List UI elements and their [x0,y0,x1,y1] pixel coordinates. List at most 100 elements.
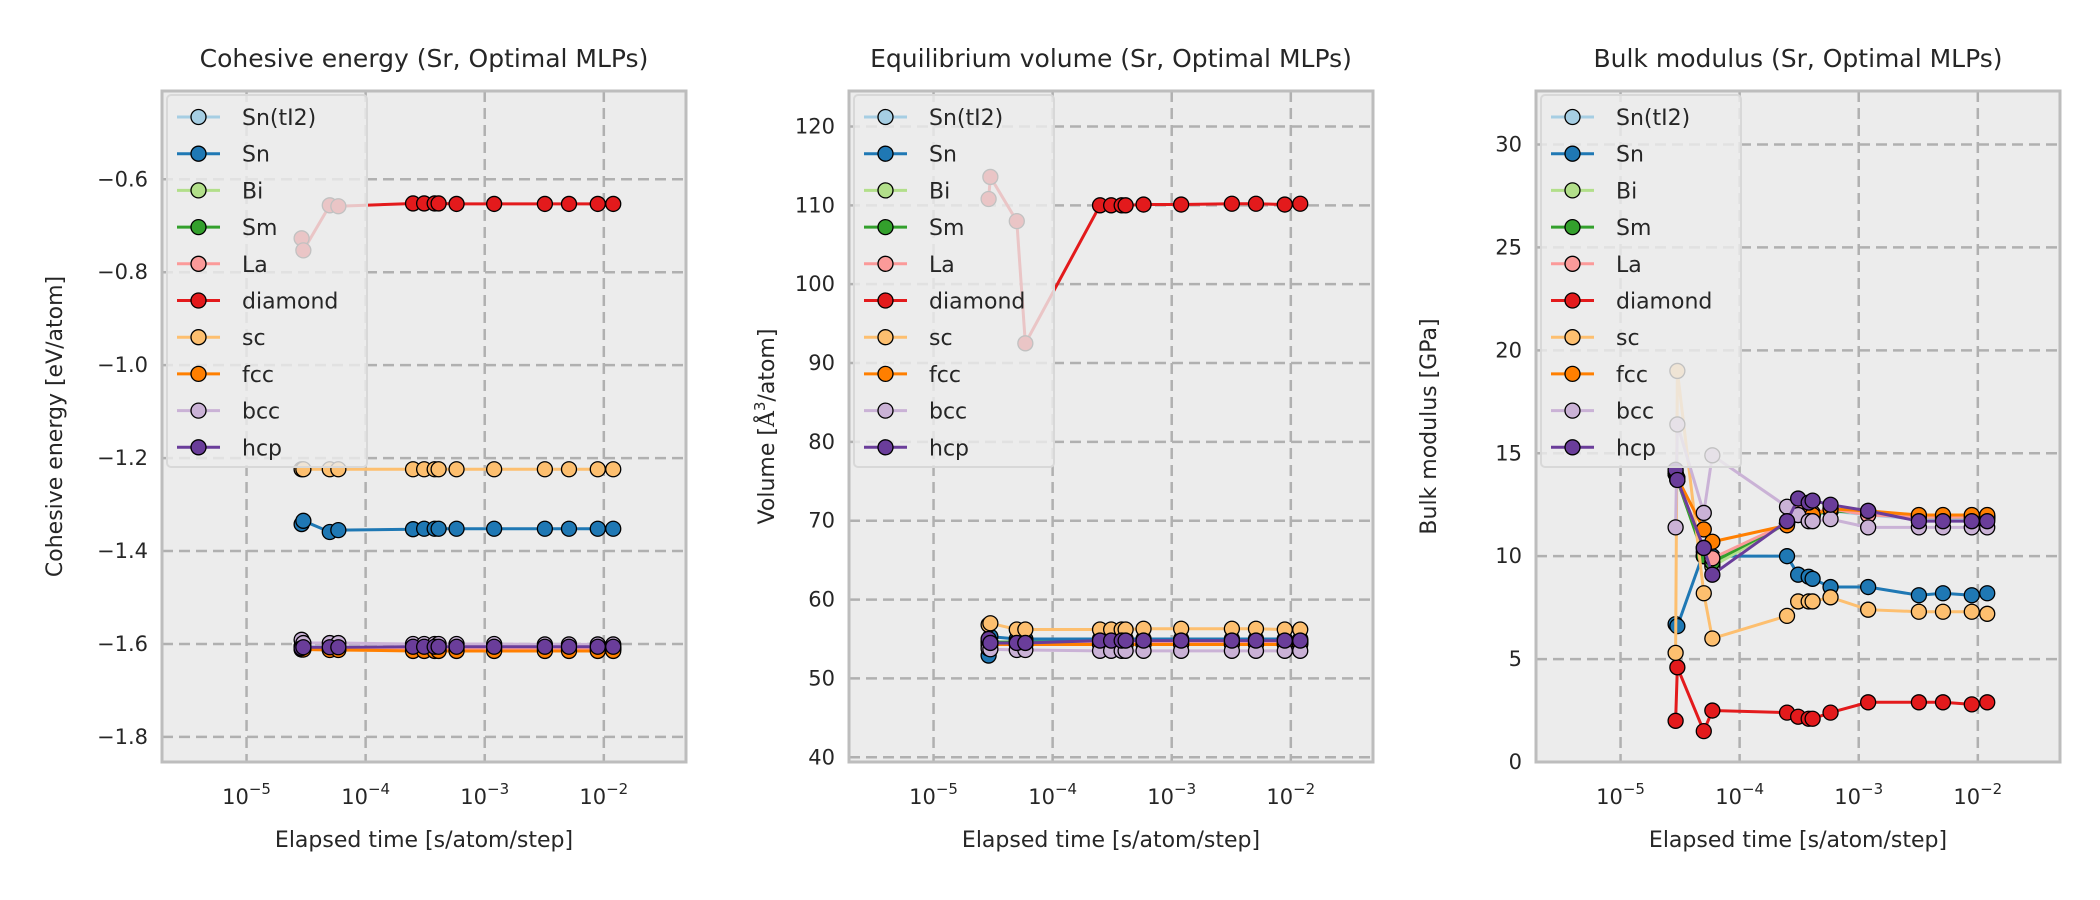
legend-item[interactable]: La [1551,253,1642,278]
legend-item[interactable]: bcc [1551,400,1654,425]
data-point-hcp [1292,632,1309,649]
y-tick-label: 5 [1509,647,1522,671]
legend-item[interactable]: Sn [1551,143,1644,168]
legend-item[interactable]: Sn(tI2) [177,106,316,131]
legend-label: hcp [242,436,282,461]
data-point-diamond [1979,694,1996,711]
legend-item[interactable]: Sm [177,216,277,241]
legend-item[interactable]: diamond [1551,290,1712,315]
legend-label: La [929,253,955,278]
data-point-diamond [1276,196,1293,213]
x-tick-exponent: −2 [606,780,628,798]
data-point-diamond [560,195,578,213]
x-axis-label: Elapsed time [s/atom/step] [962,828,1260,853]
legend-item[interactable]: Sn(tI2) [864,106,1003,131]
legend-marker [877,292,894,309]
y-axis-label: Cohesive energy [eV/atom] [43,276,68,577]
data-point-hcp [605,638,622,655]
legend-label: sc [1616,326,1640,351]
legend-item[interactable]: hcp [864,436,969,461]
legend-item[interactable]: Bi [177,179,263,204]
y-tick-label: 20 [1495,338,1522,362]
y-label-suffix: /atom] [755,329,780,402]
data-point-bcc [1804,513,1821,530]
legend-marker [1564,329,1581,346]
legend-marker [1564,365,1581,383]
series-layer [293,195,622,660]
legend-item[interactable]: Sn(tI2) [1551,106,1690,131]
y-tick-label: −0.8 [97,260,148,284]
legend-item[interactable]: bcc [864,400,967,425]
y-tick-label: 10 [1495,544,1522,568]
data-point-sn [536,520,554,537]
data-point-hcp [1172,632,1190,649]
legend-label: diamond [929,290,1025,315]
legend-item[interactable]: Sn [864,143,957,168]
legend-marker [190,402,207,419]
data-point-diamond [1292,195,1309,212]
legend-marker [190,145,207,162]
data-point-sc [536,461,554,478]
x-tick-exponent: −4 [368,780,390,798]
data-point-hcp [295,639,312,656]
legend-item[interactable]: bcc [177,400,280,425]
data-point-diamond [1247,195,1265,212]
x-tick-exponent: −4 [1742,780,1764,798]
legend-item[interactable]: sc [1551,326,1640,351]
legend-item[interactable]: La [864,253,955,278]
legend-item[interactable]: Sm [1551,216,1651,241]
legend-label: Bi [929,179,950,204]
legend-item[interactable]: sc [177,326,266,351]
y-tick-label: 80 [808,430,835,454]
data-point-diamond [1669,659,1686,676]
legend-marker [1564,108,1581,126]
legend-marker [1564,439,1581,456]
x-tick-label: 10−4 [1028,780,1077,809]
y-tick-label: 30 [1495,133,1522,157]
legend-label: diamond [1616,290,1712,315]
legend-item[interactable]: fcc [177,363,274,388]
legend-item[interactable]: Sn [177,143,270,168]
legend-item[interactable]: Sm [864,216,964,241]
legend-marker [877,182,894,199]
legend-label: Sm [242,216,277,241]
data-point-sc [1822,589,1839,606]
legend-item[interactable]: hcp [1551,436,1656,461]
data-point-sn [1669,618,1686,635]
data-point-sn [560,520,578,537]
x-tick-exponent: −5 [249,780,271,798]
legend-label: sc [929,326,953,351]
x-tick-label: 10−2 [579,780,628,809]
legend: Sn(tI2) Sn Bi Sm La diamond sc fcc bcc hcp [1540,94,1742,468]
data-point-sn [1910,587,1928,604]
legend-item[interactable]: fcc [864,363,961,388]
data-point-sn [1859,578,1877,596]
legend-marker [190,439,207,456]
data-point-diamond [605,195,622,213]
data-point-hcp [485,638,503,655]
legend-label: bcc [1616,400,1654,425]
x-tick-base: 10 [222,785,249,809]
y-tick-label: 110 [795,193,835,217]
legend-marker [190,255,207,272]
data-point-sn [1979,585,1996,602]
data-point-sc [1979,605,1996,622]
legend-item[interactable]: hcp [177,436,282,461]
data-point-hcp [1979,513,1996,530]
legend-item[interactable]: Bi [1551,179,1637,204]
legend-label: Sn(tI2) [1616,106,1690,131]
legend-marker [877,145,894,162]
legend-label: hcp [929,436,969,461]
legend-item[interactable]: Bi [864,179,950,204]
data-point-diamond [1804,710,1821,727]
legend-item[interactable]: fcc [1551,363,1648,388]
data-point-hcp [1117,632,1134,649]
data-point-diamond [1704,702,1721,719]
data-point-diamond [1223,195,1241,212]
data-point-hcp [536,638,554,655]
legend-item[interactable]: sc [864,326,953,351]
legend-item[interactable]: La [177,253,268,278]
legend-item[interactable]: diamond [177,290,338,315]
legend-item[interactable]: diamond [864,290,1025,315]
